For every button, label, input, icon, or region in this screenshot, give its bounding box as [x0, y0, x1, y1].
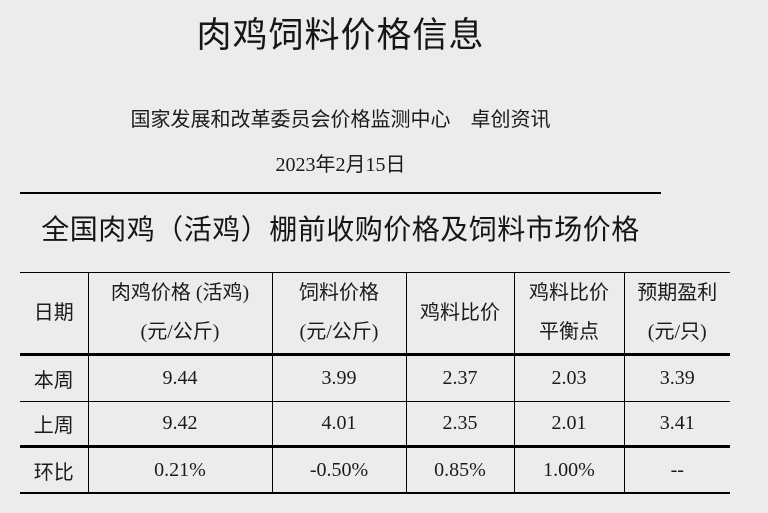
col-header-unit: (元/公斤)	[140, 321, 220, 343]
table-cell: 1.00%	[513, 446, 624, 494]
table-cell: 9.42	[87, 401, 272, 448]
horizontal-rule	[20, 192, 661, 194]
table-cell: 2.35	[405, 401, 514, 448]
table-cell: 4.01	[271, 401, 406, 448]
row-label: 上周	[20, 401, 88, 448]
table-cell: 0.85%	[405, 446, 514, 494]
table-header-row: 日期 肉鸡价格 (活鸡) (元/公斤) 饲料价格 (元/公斤) 鸡料比价 鸡料比…	[20, 272, 730, 356]
table-cell: 2.01	[513, 401, 624, 448]
col-header-unit: (元/只)	[647, 321, 707, 343]
table-row-week-on-week: 环比 0.21% -0.50% 0.85% 1.00% --	[20, 446, 730, 494]
col-header-broiler-price: 肉鸡价格 (活鸡) (元/公斤)	[87, 272, 272, 356]
col-header-expected-profit: 预期盈利 (元/只)	[623, 272, 730, 356]
col-header-label: 鸡料比价	[420, 301, 500, 324]
col-header-label2: 平衡点	[539, 321, 599, 343]
table-cell: 3.99	[271, 354, 406, 402]
table-cell: 3.39	[623, 354, 730, 402]
col-header-unit: (元/公斤)	[299, 321, 379, 343]
col-header-feed-price: 饲料价格 (元/公斤)	[271, 272, 406, 356]
table-row-last-week: 上周 9.42 4.01 2.35 2.01 3.41	[20, 401, 730, 448]
col-header-date: 日期	[20, 272, 88, 356]
section-heading: 全国肉鸡（活鸡）棚前收购价格及饲料市场价格	[41, 214, 640, 245]
doc-date: 2023年2月15日	[275, 154, 406, 176]
row-label: 本周	[20, 354, 88, 402]
table-cell: -0.50%	[271, 446, 406, 494]
table-row-this-week: 本周 9.44 3.99 2.37 2.03 3.39	[20, 354, 730, 402]
table-cell: --	[623, 446, 730, 494]
table-cell: 2.37	[405, 354, 514, 402]
col-header-label: 预期盈利	[637, 282, 718, 304]
col-header-label: 饲料价格	[299, 282, 379, 304]
table-cell: 0.21%	[87, 446, 272, 494]
price-table: 日期 肉鸡价格 (活鸡) (元/公斤) 饲料价格 (元/公斤) 鸡料比价 鸡料比…	[20, 272, 730, 494]
row-label: 环比	[20, 446, 88, 494]
table-cell: 3.41	[623, 401, 730, 448]
doc-source-line: 国家发展和改革委员会价格监测中心 卓创资讯	[130, 109, 551, 131]
col-header-price-ratio: 鸡料比价	[405, 272, 514, 356]
table-cell: 2.03	[513, 354, 624, 402]
col-header-ratio-breakeven: 鸡料比价 平衡点	[513, 272, 624, 356]
doc-title: 肉鸡饲料价格信息	[196, 16, 485, 55]
col-header-label: 肉鸡价格 (活鸡)	[110, 282, 250, 304]
table-cell: 9.44	[87, 354, 272, 402]
col-header-label: 鸡料比价	[529, 282, 609, 304]
col-header-label: 日期	[33, 301, 74, 324]
